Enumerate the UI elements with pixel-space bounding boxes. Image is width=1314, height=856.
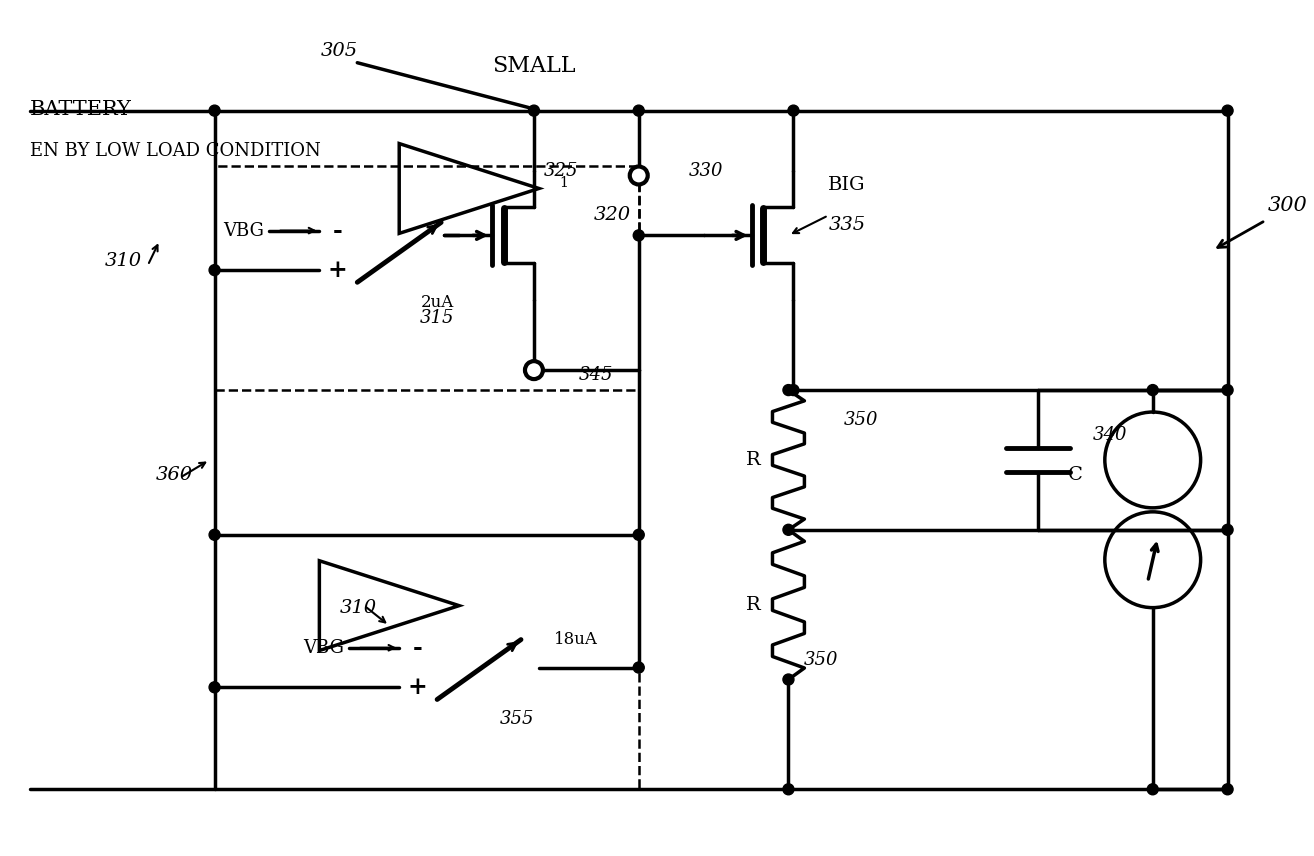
Text: BIG: BIG <box>828 176 866 194</box>
Circle shape <box>783 384 794 395</box>
Circle shape <box>209 529 219 540</box>
Text: 1: 1 <box>558 176 568 191</box>
Text: VBG: VBG <box>223 222 264 240</box>
Text: 340: 340 <box>1093 426 1127 444</box>
Text: 310: 310 <box>339 598 376 616</box>
Circle shape <box>783 525 794 535</box>
Circle shape <box>633 230 644 241</box>
Text: SMALL: SMALL <box>493 55 576 77</box>
Text: 300: 300 <box>1268 196 1307 215</box>
Text: 330: 330 <box>689 162 723 180</box>
Circle shape <box>1222 784 1233 794</box>
Circle shape <box>1147 384 1158 395</box>
Circle shape <box>1222 384 1233 395</box>
Text: R: R <box>746 451 761 469</box>
Text: 2uA: 2uA <box>420 294 455 311</box>
Circle shape <box>788 105 799 116</box>
Circle shape <box>1222 525 1233 535</box>
Circle shape <box>1222 105 1233 116</box>
Text: 350: 350 <box>803 651 838 669</box>
Circle shape <box>209 265 219 276</box>
Text: 310: 310 <box>105 252 142 270</box>
Bar <box>214 165 639 390</box>
Text: VBG: VBG <box>304 639 344 657</box>
Text: EN BY LOW LOAD CONDITION: EN BY LOW LOAD CONDITION <box>30 141 321 159</box>
Text: 345: 345 <box>579 366 614 384</box>
Text: +: + <box>407 675 427 699</box>
Text: 315: 315 <box>419 309 455 327</box>
Text: 325: 325 <box>544 162 578 180</box>
Text: C: C <box>1068 466 1083 484</box>
Text: 305: 305 <box>321 42 357 60</box>
Circle shape <box>526 361 543 379</box>
Circle shape <box>633 105 644 116</box>
Circle shape <box>633 529 644 540</box>
Circle shape <box>788 384 799 395</box>
Text: 350: 350 <box>844 411 878 429</box>
Text: R: R <box>746 596 761 614</box>
Text: 18uA: 18uA <box>555 631 598 648</box>
Text: +: + <box>327 259 347 282</box>
Text: -: - <box>332 218 342 242</box>
Circle shape <box>783 674 794 685</box>
Text: 360: 360 <box>156 466 193 484</box>
Circle shape <box>209 681 219 693</box>
Text: 320: 320 <box>594 206 631 224</box>
Text: 355: 355 <box>499 710 533 728</box>
Circle shape <box>629 167 648 185</box>
Text: BATTERY: BATTERY <box>30 100 131 119</box>
Circle shape <box>209 105 219 116</box>
Circle shape <box>783 784 794 794</box>
Text: -: - <box>413 636 422 660</box>
Circle shape <box>633 662 644 673</box>
Text: 335: 335 <box>828 217 866 235</box>
Circle shape <box>528 105 540 116</box>
Circle shape <box>1147 784 1158 794</box>
